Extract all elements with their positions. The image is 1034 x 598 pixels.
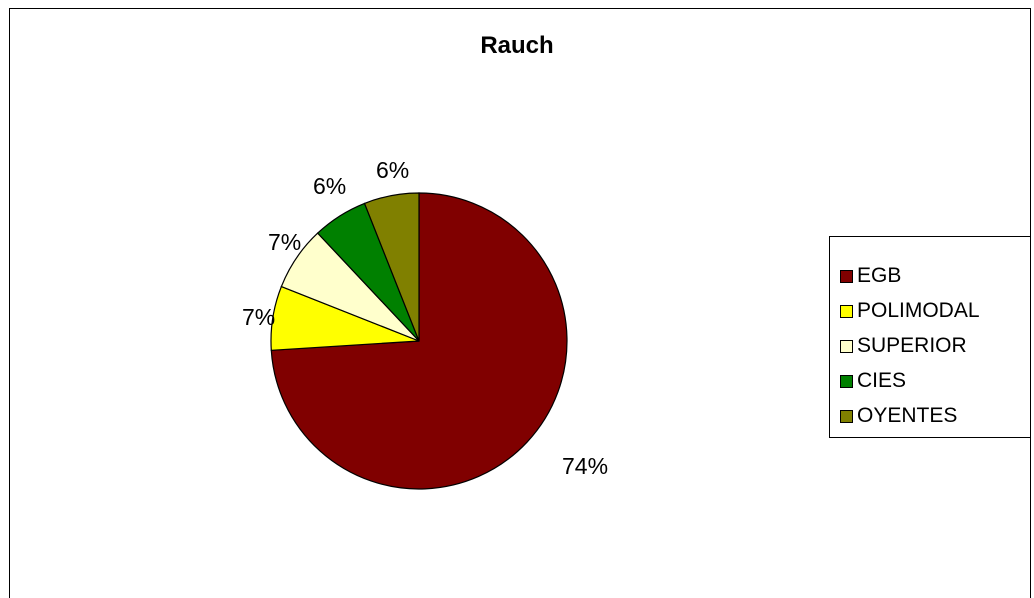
chart-title: Rauch: [480, 32, 554, 59]
legend-swatch-polimodal: [840, 304, 853, 318]
legend-label-superior: SUPERIOR: [857, 334, 967, 357]
legend-item-superior: SUPERIOR: [840, 329, 967, 363]
legend-swatch-oyentes: [840, 409, 853, 423]
legend-item-egb: EGB: [840, 259, 901, 293]
data-label-polimodal: 7%: [242, 304, 275, 330]
legend-item-polimodal: POLIMODAL: [840, 294, 980, 328]
data-label-superior: 7%: [268, 229, 301, 255]
legend-label-cies: CIES: [857, 369, 907, 392]
pie-slice-oyentes: [363, 192, 420, 342]
legend: EGB POLIMODAL SUPERIOR CIES OYENTES: [829, 236, 1031, 438]
legend-swatch-superior: [840, 339, 853, 353]
legend-item-oyentes: OYENTES: [840, 399, 957, 433]
legend-label-oyentes: OYENTES: [857, 404, 958, 427]
legend-swatch-egb: [840, 269, 853, 283]
data-label-cies: 6%: [313, 173, 346, 199]
legend-label-egb: EGB: [857, 264, 902, 287]
legend-item-cies: CIES: [840, 364, 906, 398]
legend-swatch-cies: [840, 374, 853, 388]
data-label-egb: 74%: [562, 453, 608, 479]
data-label-oyentes: 6%: [376, 157, 409, 183]
legend-label-polimodal: POLIMODAL: [857, 299, 980, 322]
